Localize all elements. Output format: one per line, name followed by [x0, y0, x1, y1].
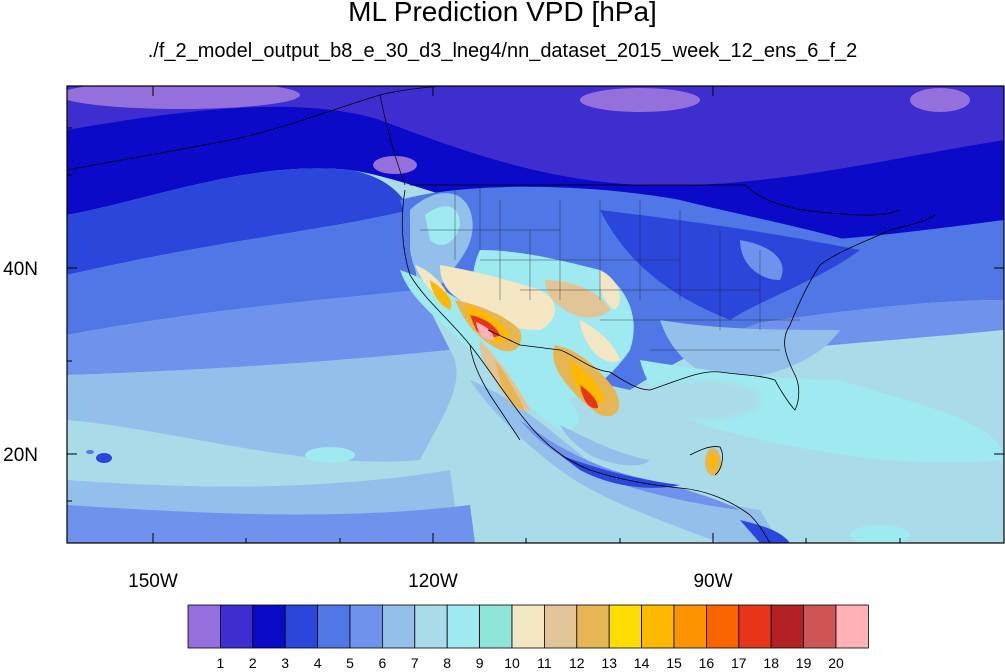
colorbar-swatch-2 — [252, 604, 286, 649]
colorbar-swatch-9 — [479, 604, 513, 649]
colorbar-swatch-1 — [219, 604, 254, 649]
colorbar-label-5: 5 — [346, 655, 354, 671]
colorbar-label-1: 1 — [217, 655, 225, 671]
colorbar-swatch-5 — [349, 604, 383, 649]
colorbar-label-20: 20 — [828, 655, 844, 671]
colorbar-swatch-7 — [414, 604, 448, 649]
colorbar-swatch-3 — [284, 604, 319, 649]
lon-label-90w: 90W — [693, 571, 732, 592]
colorbar-swatch-11 — [544, 604, 578, 649]
colorbar-label-11: 11 — [537, 655, 552, 671]
map-subtitle: ./f_2_model_output_b8_e_30_d3_lneg4/nn_d… — [147, 40, 858, 62]
axis-ticks — [67, 86, 1004, 543]
colorbar-swatch-12 — [576, 604, 610, 649]
colorbar-swatch-10 — [511, 604, 545, 649]
colorbar-label-2: 2 — [249, 655, 257, 671]
map-title: ML Prediction VPD [hPa] — [348, 0, 657, 27]
colorbar-swatch-13 — [608, 604, 643, 649]
colorbar-label-12: 12 — [569, 655, 585, 671]
colorbar-label-19: 19 — [796, 655, 812, 671]
colorbar-label-18: 18 — [763, 655, 779, 671]
colorbar-swatch-6 — [381, 604, 416, 649]
colorbar-swatch-14 — [641, 604, 675, 649]
colorbar-swatch-0 — [187, 604, 221, 649]
colorbar-label-14: 14 — [634, 655, 650, 671]
colorbar-label-3: 3 — [281, 655, 289, 671]
colorbar-label-9: 9 — [476, 655, 484, 671]
colorbar-swatch-20 — [835, 604, 869, 649]
lon-label-120w: 120W — [408, 571, 458, 592]
lat-label-40n: 40N — [3, 259, 38, 280]
colorbar: 1 2 3 4 5 6 7 8 9 10 11 12 13 14 15 16 17 18 19 20 — [187, 604, 869, 671]
lon-label-150w: 150W — [128, 571, 178, 592]
colorbar-label-13: 13 — [601, 655, 617, 671]
lat-label-20n: 20N — [3, 445, 38, 466]
vpd-field — [67, 86, 1004, 543]
colorbar-swatch-15 — [673, 604, 707, 649]
colorbar-swatch-18 — [770, 604, 805, 649]
colorbar-swatch-8 — [446, 604, 481, 649]
colorbar-swatch-19 — [803, 604, 837, 649]
colorbar-swatch-4 — [317, 604, 351, 649]
colorbar-label-15: 15 — [666, 655, 682, 671]
colorbar-label-4: 4 — [314, 655, 322, 671]
colorbar-label-17: 17 — [731, 655, 747, 671]
colorbar-label-16: 16 — [699, 655, 715, 671]
colorbar-label-8: 8 — [443, 655, 451, 671]
colorbar-swatch-16 — [706, 604, 740, 649]
colorbar-swatch-17 — [738, 604, 772, 649]
colorbar-label-10: 10 — [504, 655, 520, 671]
colorbar-label-7: 7 — [411, 655, 419, 671]
colorbar-label-6: 6 — [379, 655, 387, 671]
map-frame — [66, 85, 1005, 544]
